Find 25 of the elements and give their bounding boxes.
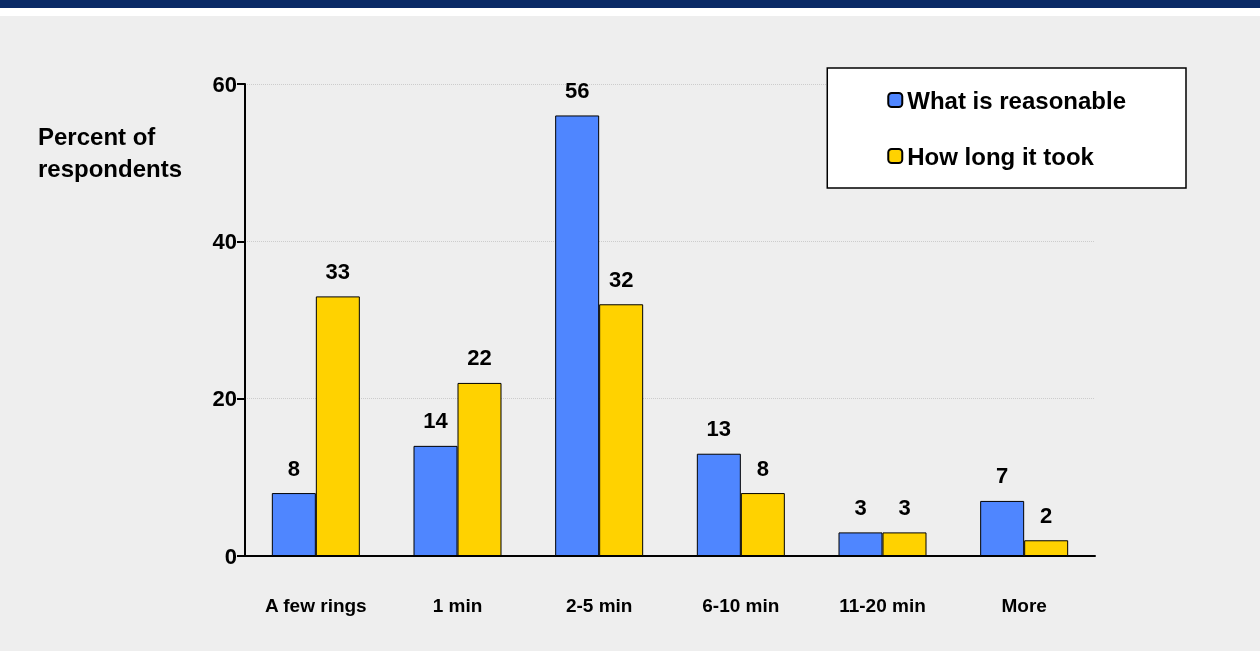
data-label: 8 (287, 455, 300, 481)
data-label: 33 (325, 258, 351, 284)
y-tick-label: 20 (212, 386, 237, 412)
x-tick-label: 2-5 min (565, 595, 633, 616)
legend-label: What is reasonable (907, 86, 1126, 114)
x-tick-label: A few rings (264, 595, 367, 616)
y-axis-title: Percent of respondents (38, 122, 183, 182)
x-tick-label: More (1001, 595, 1047, 616)
x-tick-label: 6-10 min (702, 595, 780, 616)
data-label: 3 (898, 494, 911, 520)
data-label: 22 (467, 345, 492, 371)
y-tick-label: 0 (224, 543, 237, 569)
data-label: 7 (996, 463, 1009, 489)
x-tick-label: 11-20 min (839, 595, 926, 616)
data-label: 32 (608, 266, 634, 292)
legend-label: How long it took (907, 142, 1095, 170)
data-label: 8 (756, 455, 769, 481)
y-tick-label: 40 (212, 228, 237, 254)
data-label: 14 (423, 408, 449, 434)
data-label: 2 (1040, 502, 1053, 528)
data-label: 3 (854, 494, 867, 520)
x-tick-label: 1 min (432, 595, 483, 616)
data-label: 56 (564, 77, 590, 103)
data-label: 13 (706, 416, 732, 442)
y-tick-label: 60 (212, 71, 237, 97)
